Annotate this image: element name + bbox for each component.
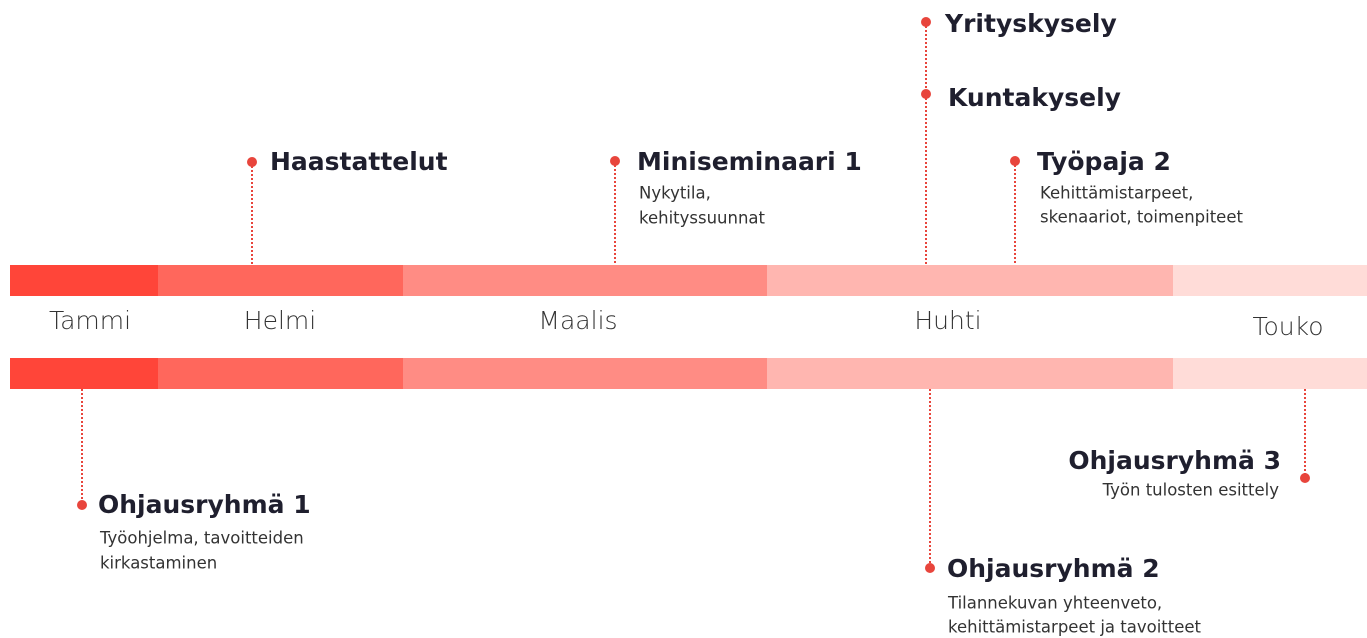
dot xyxy=(921,17,931,27)
month: Maalis xyxy=(538,306,617,335)
segment xyxy=(1173,265,1367,296)
dot xyxy=(247,157,257,167)
event-title: Työpaja 2 xyxy=(1037,147,1171,176)
event-description: Työn tulosten esittely xyxy=(1102,481,1280,500)
event-description: Työohjelma, tavoitteiden xyxy=(99,529,304,548)
dot xyxy=(1300,473,1310,483)
dot xyxy=(77,500,87,510)
segment xyxy=(767,358,1173,389)
segment xyxy=(403,265,767,296)
dot xyxy=(925,563,935,573)
month: Touko xyxy=(1252,312,1323,341)
event-description: Nykytila, xyxy=(639,184,711,203)
event-title: Yrityskysely xyxy=(944,9,1117,38)
segment xyxy=(403,358,767,389)
event-title: Ohjausryhmä 1 xyxy=(98,490,311,519)
event-description: kirkastaminen xyxy=(100,554,217,573)
event-description: Kehittämistarpeet, xyxy=(1040,184,1193,203)
event-title: Ohjausryhmä 3 xyxy=(1068,446,1281,475)
month: Huhti xyxy=(914,306,981,335)
event-description: skenaariot, toimenpiteet xyxy=(1040,208,1243,227)
event-title: Miniseminaari 1 xyxy=(637,147,862,176)
dot xyxy=(1010,156,1020,166)
month: Tammi xyxy=(49,306,131,335)
dot xyxy=(921,89,931,99)
event-description: Tilannekuvan yhteenveto, xyxy=(947,594,1162,613)
segment xyxy=(1173,358,1367,389)
segment xyxy=(158,358,403,389)
segment xyxy=(158,265,403,296)
bar-top xyxy=(10,265,1367,296)
event-title: Haastattelut xyxy=(270,147,448,176)
event-description: kehityssuunnat xyxy=(639,209,766,228)
event-description: kehittämistarpeet ja tavoitteet xyxy=(948,618,1202,637)
bar-bottom xyxy=(10,358,1367,389)
dot xyxy=(610,156,620,166)
segment xyxy=(767,265,1173,296)
month: Helmi xyxy=(244,306,316,335)
segment xyxy=(10,358,158,389)
segment xyxy=(10,265,158,296)
event-title: Ohjausryhmä 2 xyxy=(947,554,1160,583)
event-title: Kuntakysely xyxy=(948,83,1121,112)
